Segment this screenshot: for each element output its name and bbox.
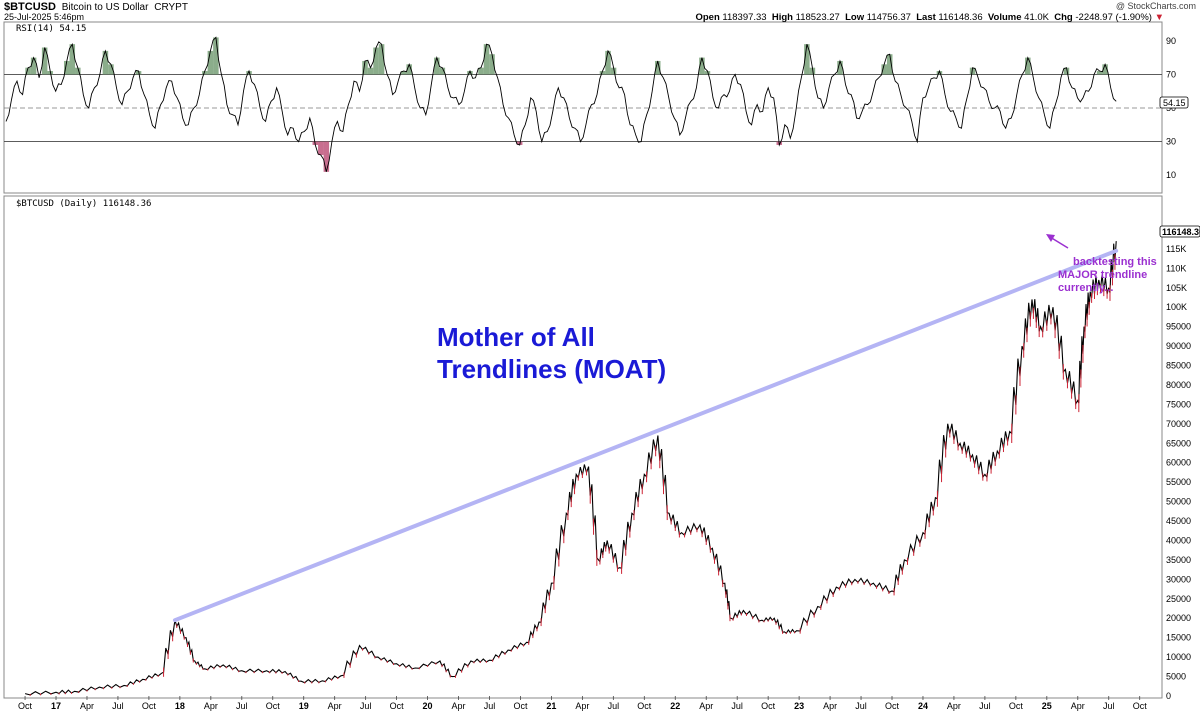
x-tick-label: Apr [575, 701, 589, 711]
x-tick-label: 18 [175, 701, 185, 711]
x-tick-label: 23 [794, 701, 804, 711]
x-tick-label: Jul [112, 701, 124, 711]
x-tick-label: Oct [761, 701, 776, 711]
x-tick-label: 17 [51, 701, 61, 711]
x-tick-label: Oct [513, 701, 528, 711]
x-tick-label: Oct [142, 701, 157, 711]
last-price-tag: 116148.36 [1160, 226, 1200, 237]
price-tick-label: 75000 [1166, 399, 1191, 409]
price-tick-label: 55000 [1166, 477, 1191, 487]
down-arrow-icon: ▼ [1155, 12, 1164, 23]
price-panel-frame [4, 196, 1162, 698]
price-tick-label: 50000 [1166, 497, 1191, 507]
price-tick-label: 45000 [1166, 516, 1191, 526]
price-tick-label: 0 [1166, 691, 1171, 701]
x-tick-label: Jul [608, 701, 620, 711]
change-value: -2248.97 (-1.90%) [1075, 12, 1152, 23]
price-legend: $BTCUSD (Daily) 116148.36 [16, 199, 151, 209]
x-tick-label: Apr [1071, 701, 1085, 711]
rsi-panel-frame [4, 22, 1162, 193]
x-tick-label: Jul [236, 701, 248, 711]
price-tick-label: 110K [1166, 263, 1186, 273]
rsi-overbought-fill [70, 44, 76, 74]
price-tick-label: 90000 [1166, 341, 1191, 351]
rsi-overbought-fill [31, 58, 37, 75]
x-tick-label: Apr [452, 701, 466, 711]
x-tick-label: Apr [947, 701, 961, 711]
price-tick-label: 65000 [1166, 438, 1191, 448]
rsi-value-tag: 54.15 [1160, 97, 1188, 108]
price-tick-label: 30000 [1166, 574, 1191, 584]
x-tick-label: Jul [731, 701, 743, 711]
price-tick-label: 105K [1166, 283, 1187, 293]
price-tick-label: 20000 [1166, 613, 1191, 623]
price-tick-label: 85000 [1166, 361, 1191, 371]
moat-title-line2: Trendlines (MOAT) [437, 354, 666, 384]
volume-value: 41.0K [1024, 12, 1049, 23]
last-value: 116148.36 [938, 12, 982, 23]
x-tick-label: Jul [360, 701, 372, 711]
x-tick-label: 22 [670, 701, 680, 711]
x-tick-label: Apr [80, 701, 94, 711]
price-tick-label: 40000 [1166, 535, 1191, 545]
high-value: 118523.27 [796, 12, 840, 23]
x-tick-label: Jul [855, 701, 867, 711]
x-tick-label: Oct [1133, 701, 1148, 711]
chart-date: 25-Jul-2025 5:46pm [4, 12, 84, 22]
ohlc-bar: Open 118397.33 High 118523.27 Low 114756… [695, 12, 1164, 23]
x-tick-label: 19 [299, 701, 309, 711]
svg-text:116148.36: 116148.36 [1162, 227, 1200, 237]
price-tick-label: 25000 [1166, 594, 1191, 604]
price-tick-label: 70000 [1166, 419, 1191, 429]
rsi-overbought-fill [373, 48, 379, 75]
rsi-oversold-fill [324, 142, 330, 172]
low-value: 114756.37 [867, 12, 911, 23]
exchange: CRYPT [154, 2, 188, 13]
x-tick-label: Oct [266, 701, 281, 711]
moat-title-line1: Mother of All [437, 322, 595, 352]
x-tick-label: 24 [918, 701, 928, 711]
x-tick-label: Oct [18, 701, 33, 711]
note-line3: currently... [1058, 282, 1113, 294]
price-tick-label: 80000 [1166, 380, 1191, 390]
x-tick-label: Oct [637, 701, 652, 711]
price-tick-label: 95000 [1166, 322, 1191, 332]
x-tick-label: Apr [204, 701, 218, 711]
rsi-tick-label: 30 [1166, 137, 1176, 147]
x-tick-label: Oct [1009, 701, 1024, 711]
note-line1: backtesting this [1073, 256, 1157, 268]
rsi-overbought-fill [434, 58, 440, 75]
rsi-tick-label: 70 [1166, 69, 1176, 79]
x-tick-label: Apr [699, 701, 713, 711]
x-tick-label: 20 [423, 701, 433, 711]
rsi-overbought-fill [103, 51, 109, 75]
rsi-oversold-fill [318, 142, 324, 155]
x-tick-label: 21 [546, 701, 556, 711]
price-tick-label: 35000 [1166, 555, 1191, 565]
price-tick-label: 15000 [1166, 633, 1191, 643]
price-tick-label: 5000 [1166, 672, 1186, 682]
rsi-legend: RSI(14) 54.15 [16, 24, 86, 34]
x-tick-label: Apr [328, 701, 342, 711]
watermark: @ StockCharts.com [1116, 1, 1196, 11]
rsi-tick-label: 10 [1166, 170, 1176, 180]
rsi-overbought-fill [484, 44, 490, 74]
open-value: 118397.33 [722, 12, 766, 23]
price-tick-label: 60000 [1166, 458, 1191, 468]
x-tick-label: Jul [1103, 701, 1115, 711]
price-tick-label: 115K [1166, 244, 1186, 254]
x-tick-label: Oct [885, 701, 900, 711]
price-tick-label: 100K [1166, 302, 1187, 312]
x-tick-label: Jul [979, 701, 991, 711]
x-tick-label: 25 [1042, 701, 1052, 711]
x-tick-label: Oct [390, 701, 405, 711]
rsi-tick-label: 90 [1166, 36, 1176, 46]
x-tick-label: Apr [823, 701, 837, 711]
svg-text:54.15: 54.15 [1163, 98, 1186, 108]
x-tick-label: Jul [484, 701, 496, 711]
price-tick-label: 10000 [1166, 652, 1191, 662]
note-line2: MAJOR trendline [1058, 269, 1147, 281]
